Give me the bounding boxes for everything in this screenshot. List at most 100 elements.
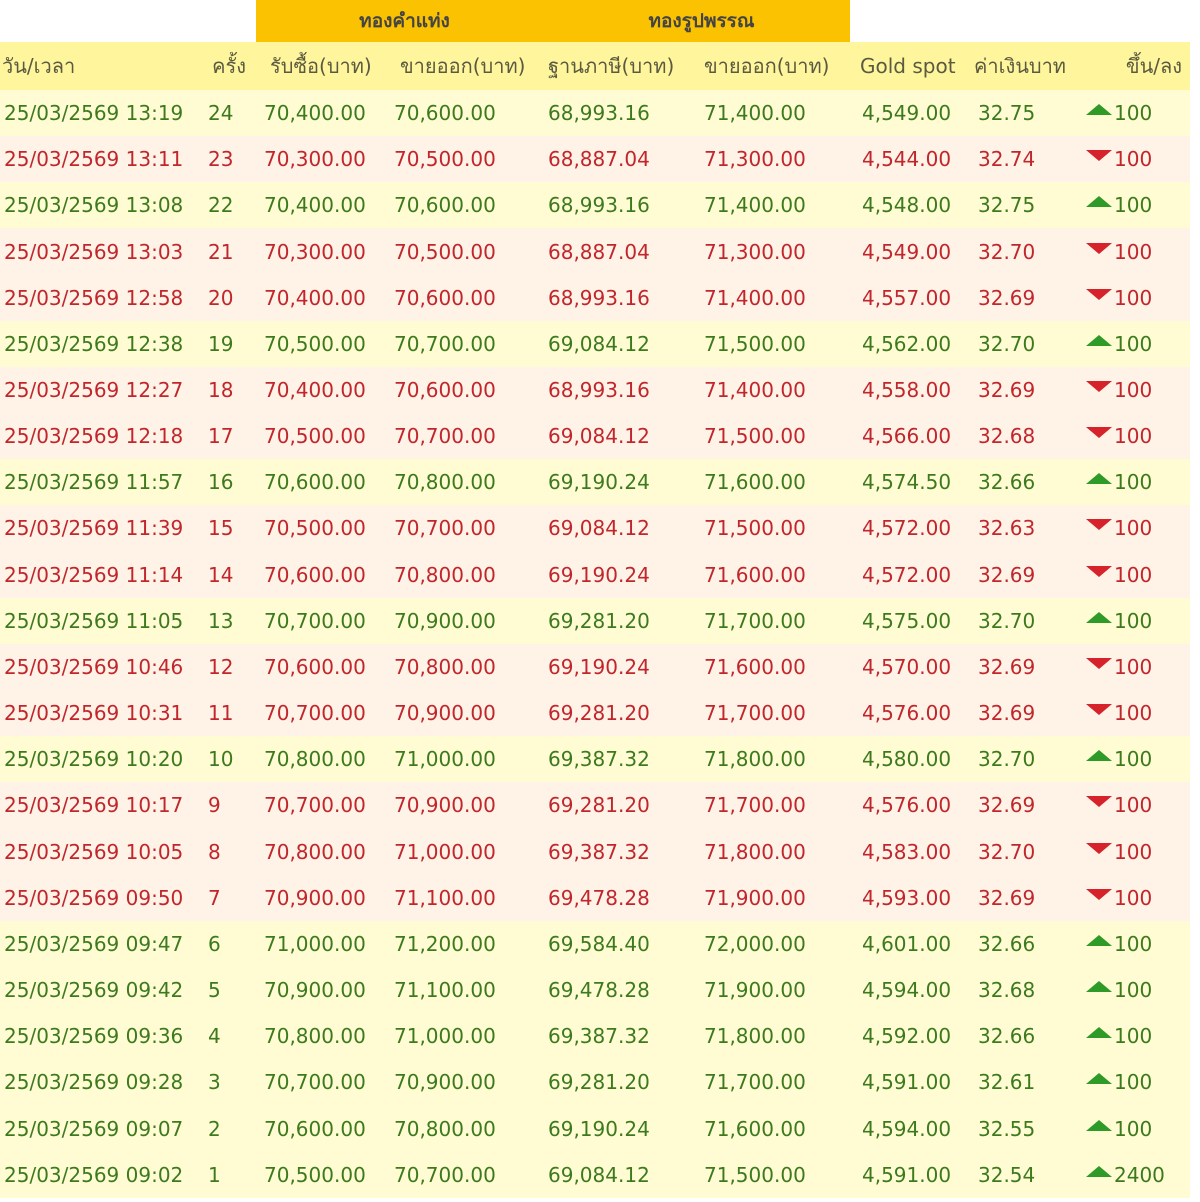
- cell-thb: 32.69: [978, 654, 1036, 679]
- cell-bar-sell: 70,900.00: [394, 701, 496, 726]
- change-value: 100: [1114, 1024, 1153, 1049]
- cell-thb: 32.54: [978, 1162, 1036, 1187]
- cell-gold-spot: 4,594.00: [862, 978, 952, 1003]
- cell-change: 100: [1078, 147, 1190, 171]
- cell-gold-spot: 4,592.00: [862, 1024, 952, 1049]
- cell-ornament-sell: 71,600.00: [704, 1116, 806, 1141]
- change-value: 100: [1114, 1116, 1153, 1141]
- cell-tax-base: 69,190.24: [548, 654, 650, 679]
- cell-thb: 32.70: [978, 331, 1036, 356]
- cell-gold-spot: 4,544.00: [862, 147, 952, 172]
- cell-thb: 32.70: [978, 839, 1036, 864]
- cell-bar-buy: 70,400.00: [264, 285, 366, 310]
- cell-tax-base: 68,887.04: [548, 239, 650, 264]
- cell-tax-base: 69,084.12: [548, 424, 650, 449]
- cell-bar-sell: 71,000.00: [394, 1024, 496, 1049]
- cell-datetime: 25/03/2569 12:38: [4, 331, 184, 356]
- cell-round: 17: [208, 424, 234, 449]
- cell-tax-base: 69,084.12: [548, 331, 650, 356]
- cell-tax-base: 69,084.12: [548, 1162, 650, 1187]
- arrow-up-icon: [1086, 196, 1112, 208]
- table-row: 25/03/2569 11:57 16 70,600.00 70,800.00 69,1…: [0, 459, 1190, 506]
- cell-change: 100: [1078, 563, 1190, 587]
- table-row: 25/03/2569 11:05 13 70,700.00 70,900.00 69,2…: [0, 597, 1190, 644]
- cell-gold-spot: 4,557.00: [862, 285, 952, 310]
- cell-thb: 32.68: [978, 424, 1036, 449]
- cell-bar-sell: 70,800.00: [394, 562, 496, 587]
- cell-ornament-sell: 71,600.00: [704, 654, 806, 679]
- cell-datetime: 25/03/2569 11:05: [4, 608, 184, 633]
- cell-thb: 32.69: [978, 701, 1036, 726]
- cell-round: 6: [208, 931, 221, 956]
- cell-bar-sell: 70,700.00: [394, 331, 496, 356]
- price-table: วัน/เวลา ครั้ง รับซื้อ(บาท) ขายออก(บาท) …: [0, 42, 1190, 1198]
- table-row: 25/03/2569 13:11 23 70,300.00 70,500.00 68,8…: [0, 136, 1190, 183]
- arrow-down-icon: [1086, 704, 1112, 716]
- column-header-gold-spot: Gold spot: [860, 54, 956, 78]
- cell-change: 100: [1078, 978, 1190, 1002]
- cell-tax-base: 69,281.20: [548, 1070, 650, 1095]
- cell-bar-buy: 70,400.00: [264, 378, 366, 403]
- cell-datetime: 25/03/2569 10:17: [4, 793, 184, 818]
- cell-gold-spot: 4,548.00: [862, 193, 952, 218]
- cell-gold-spot: 4,593.00: [862, 885, 952, 910]
- cell-gold-spot: 4,576.00: [862, 701, 952, 726]
- cell-gold-spot: 4,591.00: [862, 1162, 952, 1187]
- cell-round: 22: [208, 193, 234, 218]
- cell-thb: 32.69: [978, 885, 1036, 910]
- cell-gold-spot: 4,566.00: [862, 424, 952, 449]
- change-value: 100: [1114, 793, 1153, 818]
- cell-ornament-sell: 71,500.00: [704, 1162, 806, 1187]
- arrow-down-icon: [1086, 565, 1112, 577]
- change-value: 100: [1114, 285, 1153, 310]
- cell-bar-buy: 70,300.00: [264, 239, 366, 264]
- cell-ornament-sell: 71,800.00: [704, 839, 806, 864]
- change-value: 100: [1114, 101, 1153, 126]
- cell-change: 100: [1078, 747, 1190, 771]
- cell-thb: 32.70: [978, 239, 1036, 264]
- cell-ornament-sell: 71,700.00: [704, 608, 806, 633]
- cell-tax-base: 69,387.32: [548, 1024, 650, 1049]
- cell-gold-spot: 4,572.00: [862, 562, 952, 587]
- cell-gold-spot: 4,583.00: [862, 839, 952, 864]
- cell-tax-base: 68,887.04: [548, 147, 650, 172]
- cell-thb: 32.75: [978, 193, 1036, 218]
- arrow-up-icon: [1086, 750, 1112, 762]
- cell-datetime: 25/03/2569 10:05: [4, 839, 184, 864]
- cell-bar-buy: 70,400.00: [264, 101, 366, 126]
- cell-round: 3: [208, 1070, 221, 1095]
- cell-tax-base: 69,190.24: [548, 1116, 650, 1141]
- column-header-bar-buy: รับซื้อ(บาท): [270, 54, 372, 78]
- cell-thb: 32.66: [978, 931, 1036, 956]
- cell-change: 100: [1078, 101, 1190, 125]
- cell-round: 4: [208, 1024, 221, 1049]
- cell-ornament-sell: 71,900.00: [704, 978, 806, 1003]
- cell-datetime: 25/03/2569 09:28: [4, 1070, 184, 1095]
- arrow-up-icon: [1086, 981, 1112, 993]
- change-value: 100: [1114, 331, 1153, 356]
- table-row: 25/03/2569 09:02 1 70,500.00 70,700.00 69,08…: [0, 1151, 1190, 1198]
- change-value: 100: [1114, 931, 1153, 956]
- cell-change: 100: [1078, 1070, 1190, 1094]
- cell-datetime: 25/03/2569 13:19: [4, 101, 184, 126]
- cell-round: 7: [208, 885, 221, 910]
- change-value: 100: [1114, 978, 1153, 1003]
- cell-gold-spot: 4,562.00: [862, 331, 952, 356]
- column-header-thb: ค่าเงินบาท: [974, 54, 1066, 78]
- cell-change: 100: [1078, 1024, 1190, 1048]
- table-row: 25/03/2569 10:46 12 70,600.00 70,800.00 69,1…: [0, 643, 1190, 691]
- arrow-down-icon: [1086, 796, 1112, 808]
- cell-datetime: 25/03/2569 11:14: [4, 562, 184, 587]
- cell-datetime: 25/03/2569 09:47: [4, 931, 184, 956]
- table-header-row: วัน/เวลา ครั้ง รับซื้อ(บาท) ขายออก(บาท) …: [0, 42, 1190, 90]
- arrow-up-icon: [1086, 473, 1112, 485]
- cell-thb: 32.66: [978, 1024, 1036, 1049]
- cell-bar-buy: 70,700.00: [264, 793, 366, 818]
- cell-gold-spot: 4,549.00: [862, 101, 952, 126]
- change-value: 100: [1114, 147, 1153, 172]
- cell-ornament-sell: 71,600.00: [704, 470, 806, 495]
- table-row: 25/03/2569 09:50 7 70,900.00 71,100.00 69,47…: [0, 874, 1190, 921]
- cell-tax-base: 69,281.20: [548, 608, 650, 633]
- change-value: 100: [1114, 239, 1153, 264]
